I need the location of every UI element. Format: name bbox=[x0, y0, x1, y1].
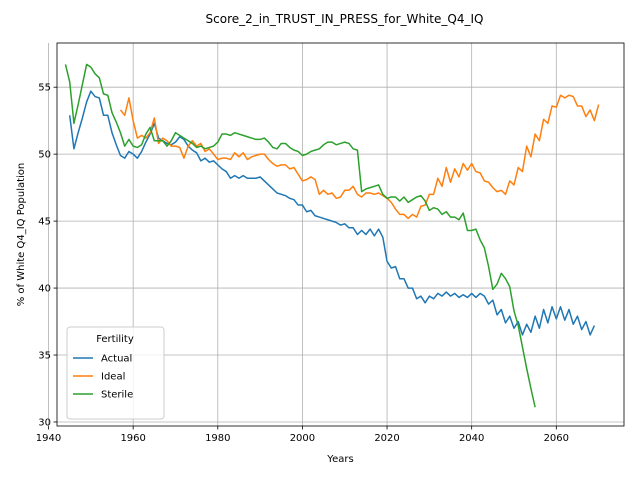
y-tick-label: 35 bbox=[38, 351, 51, 362]
y-axis-label: % of White Q4_IQ Population bbox=[16, 163, 27, 307]
y-tick-label: 45 bbox=[38, 217, 51, 228]
legend-label-sterile: Sterile bbox=[101, 390, 133, 401]
x-axis: 1940 1960 1980 2000 2020 2040 2060 bbox=[36, 426, 569, 444]
y-tick-label: 40 bbox=[38, 284, 51, 295]
series-layer bbox=[64, 63, 600, 408]
x-axis-label: Years bbox=[326, 454, 353, 465]
x-tick-label: 2040 bbox=[459, 433, 484, 444]
series-line-sterile bbox=[64, 63, 536, 408]
series-line-ideal bbox=[119, 94, 600, 220]
legend-label-ideal: Ideal bbox=[101, 372, 125, 383]
legend: Fertility Actual Ideal Sterile bbox=[66, 326, 165, 420]
x-tick-label: 1960 bbox=[120, 433, 145, 444]
legend-items: Actual Ideal Sterile bbox=[73, 354, 133, 401]
chart-title: Score_2_in_TRUST_IN_PRESS_for_White_Q4_I… bbox=[206, 12, 484, 26]
y-tick-label: 30 bbox=[38, 417, 51, 428]
x-tick-label: 2020 bbox=[374, 433, 399, 444]
legend-label-actual: Actual bbox=[101, 354, 132, 365]
x-tick-label: 2060 bbox=[544, 433, 569, 444]
x-tick-label: 2000 bbox=[290, 433, 315, 444]
legend-box bbox=[66, 326, 165, 420]
x-tick-label: 1980 bbox=[205, 433, 230, 444]
x-tick-label: 1940 bbox=[36, 433, 61, 444]
legend-title: Fertility bbox=[96, 334, 134, 345]
y-tick-label: 55 bbox=[38, 83, 51, 94]
y-axis: 30 35 40 45 50 55 bbox=[38, 83, 57, 428]
y-tick-label: 50 bbox=[38, 150, 51, 161]
plot-area-frame bbox=[56, 42, 625, 427]
